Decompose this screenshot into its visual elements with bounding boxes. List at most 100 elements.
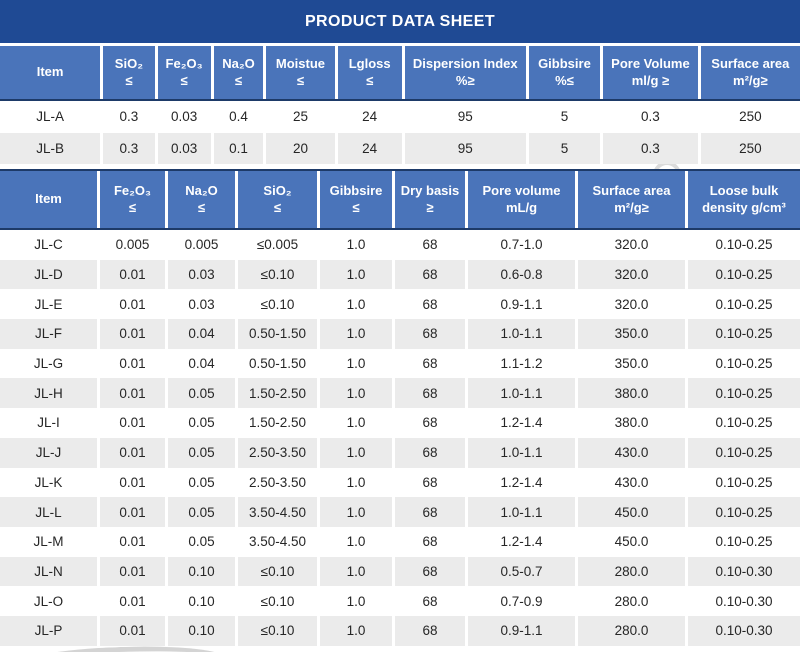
table-row-jl-p: JL-P 0.01 0.10 ≤0.10 1.0 68 0.9-1.1 280.0 0.10-0…	[0, 615, 800, 646]
column-constraint: ≤	[128, 199, 137, 215]
row-label: JL-N	[0, 556, 100, 587]
row-label: JL-H	[0, 378, 100, 409]
cell: 1.1-1.2	[468, 348, 578, 379]
cell: 0.05	[168, 467, 238, 498]
cell: 1.0-1.1	[468, 378, 578, 409]
column-constraint: ≤	[180, 72, 188, 88]
cell: 68	[395, 556, 468, 587]
cell: 450.0	[578, 497, 688, 527]
column-constraint: m²/g≥	[614, 199, 649, 215]
page-title-banner: PRODUCT DATA SHEET	[0, 0, 800, 43]
cell: 1.0-1.1	[468, 319, 578, 349]
column-constraint: ml/g ≥	[631, 72, 670, 88]
cell: 0.7-1.0	[468, 230, 578, 260]
column-constraint: ≥	[426, 199, 434, 215]
cell: 0.01	[100, 437, 168, 468]
row-label: JL-E	[0, 289, 100, 320]
cell: 0.10	[168, 556, 238, 587]
column-label: Pore volume	[482, 182, 561, 198]
cell: 24	[337, 132, 405, 164]
column-label: Item	[36, 64, 64, 80]
cell: 5	[528, 132, 604, 164]
table-row-jl-i: JL-I 0.01 0.05 1.50-2.50 1.0 68 1.2-1.4 380.0 0.…	[0, 408, 800, 438]
row-label: JL-B	[0, 132, 104, 164]
cell: 2.50-3.50	[238, 467, 320, 498]
cell: 380.0	[578, 408, 688, 438]
cell: 0.03	[157, 101, 214, 133]
cell: 5	[528, 101, 604, 133]
cell: 430.0	[578, 467, 688, 498]
column-header-sio: SiO₂ ≤	[103, 46, 158, 99]
column-label: Fe₂O₃	[165, 55, 203, 71]
cell: 0.10-0.25	[688, 526, 800, 557]
table-row-jl-n: JL-N 0.01 0.10 ≤0.10 1.0 68 0.5-0.7 280.0 0.10-0…	[0, 556, 800, 587]
cell: 0.10-0.30	[688, 556, 800, 587]
cell: 1.0	[320, 378, 395, 409]
cell: 1.0	[320, 230, 395, 260]
cell: 0.10-0.25	[688, 408, 800, 438]
table-row-jl-j: JL-J 0.01 0.05 2.50-3.50 1.0 68 1.0-1.1 430.0 0.…	[0, 437, 800, 468]
cell: 0.05	[168, 408, 238, 438]
column-label: Loose bulk	[709, 182, 779, 198]
cell: 2.50-3.50	[238, 437, 320, 468]
cell: 0.05	[168, 497, 238, 527]
row-label: JL-M	[0, 526, 100, 557]
table-row-jl-k: JL-K 0.01 0.05 2.50-3.50 1.0 68 1.2-1.4 430.0 0.…	[0, 467, 800, 498]
cell: 1.0	[320, 289, 395, 320]
cell: 250	[700, 132, 800, 164]
column-constraint: m²/g≥	[733, 72, 768, 88]
cell: 0.3	[603, 132, 701, 164]
cell: ≤0.10	[238, 556, 320, 587]
cell: 0.05	[168, 378, 238, 409]
cell: 0.5-0.7	[468, 556, 578, 587]
cell: 1.0	[320, 526, 395, 557]
cell: ≤0.10	[238, 586, 320, 616]
cell: 450.0	[578, 526, 688, 557]
row-label: JL-K	[0, 467, 100, 498]
column-header-loose-bulk: Loose bulk density g/cm³	[688, 171, 800, 228]
cell: 350.0	[578, 319, 688, 349]
cell: 0.3	[103, 132, 158, 164]
column-label: Surface area	[711, 55, 790, 71]
cell: 0.03	[157, 132, 214, 164]
cell: 3.50-4.50	[238, 526, 320, 557]
column-label: Gibbsire	[538, 55, 591, 71]
column-header-na-o: Na₂O ≤	[168, 171, 238, 228]
cell: 0.50-1.50	[238, 348, 320, 379]
column-constraint: ≤	[296, 72, 305, 88]
column-header-item: Item	[0, 171, 100, 228]
column-header-fe-o: Fe₂O₃ ≤	[100, 171, 168, 228]
cell: 0.50-1.50	[238, 319, 320, 349]
column-label: Item	[35, 191, 62, 207]
cell: ≤0.005	[238, 230, 320, 260]
cell: 0.01	[100, 408, 168, 438]
column-label: Na₂O	[185, 182, 218, 198]
cell: ≤0.10	[238, 259, 320, 290]
cell: 1.0	[320, 586, 395, 616]
cell: 320.0	[578, 259, 688, 290]
table-row-jl-d: JL-D 0.01 0.03 ≤0.10 1.0 68 0.6-0.8 320.0 0.10-0…	[0, 259, 800, 290]
cell: 68	[395, 259, 468, 290]
cell: 0.01	[100, 348, 168, 379]
cell: 0.3	[603, 101, 701, 133]
table-row-jl-a: JL-A 0.3 0.03 0.4 25 24 95 5 0.3 250	[0, 101, 800, 133]
cell: 0.7-0.9	[468, 586, 578, 616]
cell: 0.6-0.8	[468, 259, 578, 290]
column-constraint: ≤	[366, 72, 374, 88]
cell: 68	[395, 408, 468, 438]
column-header-dry-basis: Dry basis ≥	[395, 171, 468, 228]
cell: 280.0	[578, 586, 688, 616]
cell: 0.1	[213, 132, 267, 164]
column-label: Dry basis	[400, 182, 460, 198]
column-header-surface-area: Surface area m²/g≥	[700, 46, 800, 99]
cell: 1.0	[320, 348, 395, 379]
cell: 0.01	[100, 556, 168, 587]
column-label: Pore Volume	[611, 55, 690, 71]
table-row-jl-e: JL-E 0.01 0.03 ≤0.10 1.0 68 0.9-1.1 320.0 0.10-0…	[0, 289, 800, 320]
table2-header-bottom-border	[0, 228, 800, 230]
column-header-sio: SiO₂ ≤	[238, 171, 320, 228]
row-label: JL-O	[0, 586, 100, 616]
row-label: JL-P	[0, 615, 100, 646]
column-header-gibbsire: Gibbsire ≤	[320, 171, 395, 228]
